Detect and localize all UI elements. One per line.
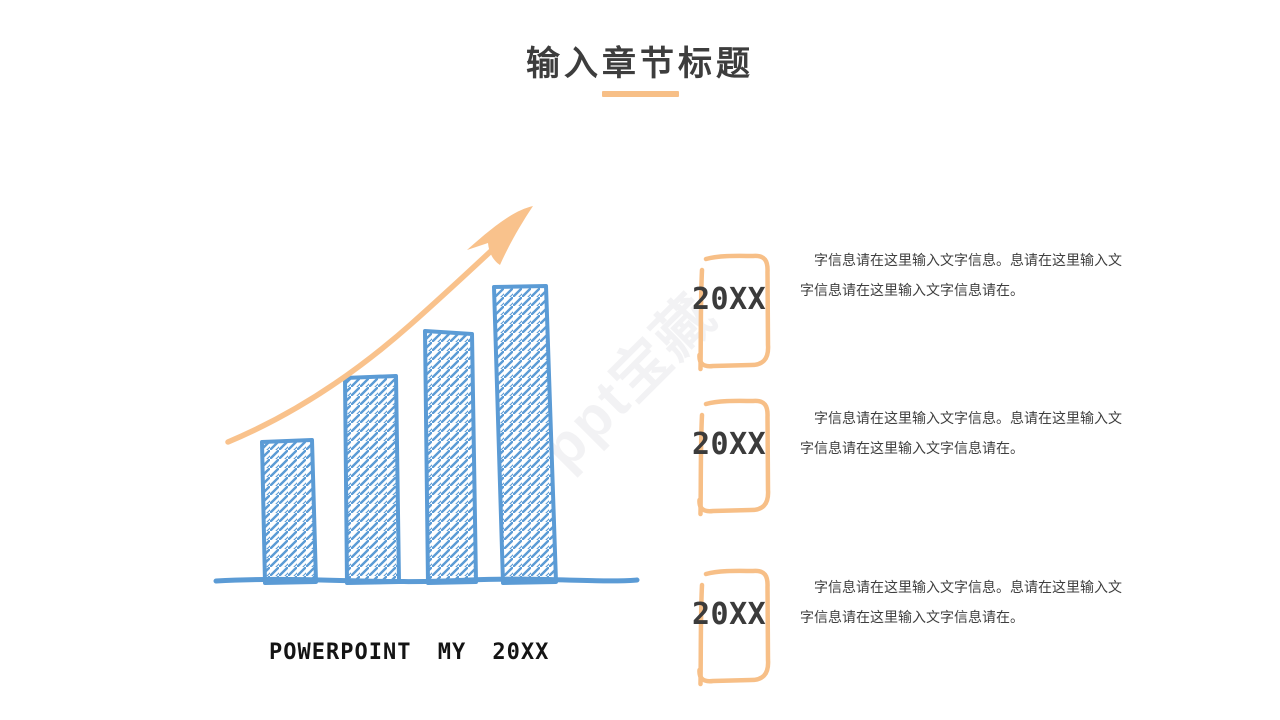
timeline-item-3: 20XX 字信息请在这里输入文字信息。息请在这里输入文字信息请在这里输入文字信息… bbox=[691, 565, 1122, 700]
year-label: 20XX bbox=[692, 597, 767, 632]
sketch-box-border-icon bbox=[697, 253, 771, 372]
year-label: 20XX bbox=[692, 427, 767, 462]
year-box-2: 20XX bbox=[691, 395, 775, 517]
sketch-box-border-icon bbox=[697, 398, 771, 517]
chart-caption: POWERPOINT MY 20XX bbox=[269, 640, 550, 665]
timeline-item-2: 20XX 字信息请在这里输入文字信息。息请在这里输入文字信息请在这里输入文字信息… bbox=[691, 395, 1122, 530]
slide-title: 输入章节标题 bbox=[526, 45, 754, 83]
growth-bar-chart bbox=[200, 190, 640, 600]
year-box-3: 20XX bbox=[691, 565, 775, 687]
timeline-text: 字信息请在这里输入文字信息。息请在这里输入文字信息请在这里输入文字信息请在。 bbox=[800, 579, 1122, 625]
timeline-text: 字信息请在这里输入文字信息。息请在这里输入文字信息请在这里输入文字信息请在。 bbox=[800, 252, 1122, 298]
title-underline bbox=[602, 91, 679, 97]
year-box-1: 20XX bbox=[691, 250, 775, 372]
timeline-item-1: 20XX 字信息请在这里输入文字信息。息请在这里输入文字信息请在这里输入文字信息… bbox=[691, 250, 1122, 385]
timeline-text: 字信息请在这里输入文字信息。息请在这里输入文字信息请在这里输入文字信息请在。 bbox=[800, 410, 1122, 456]
sketch-box-border-icon bbox=[697, 568, 771, 687]
year-label: 20XX bbox=[692, 282, 767, 317]
